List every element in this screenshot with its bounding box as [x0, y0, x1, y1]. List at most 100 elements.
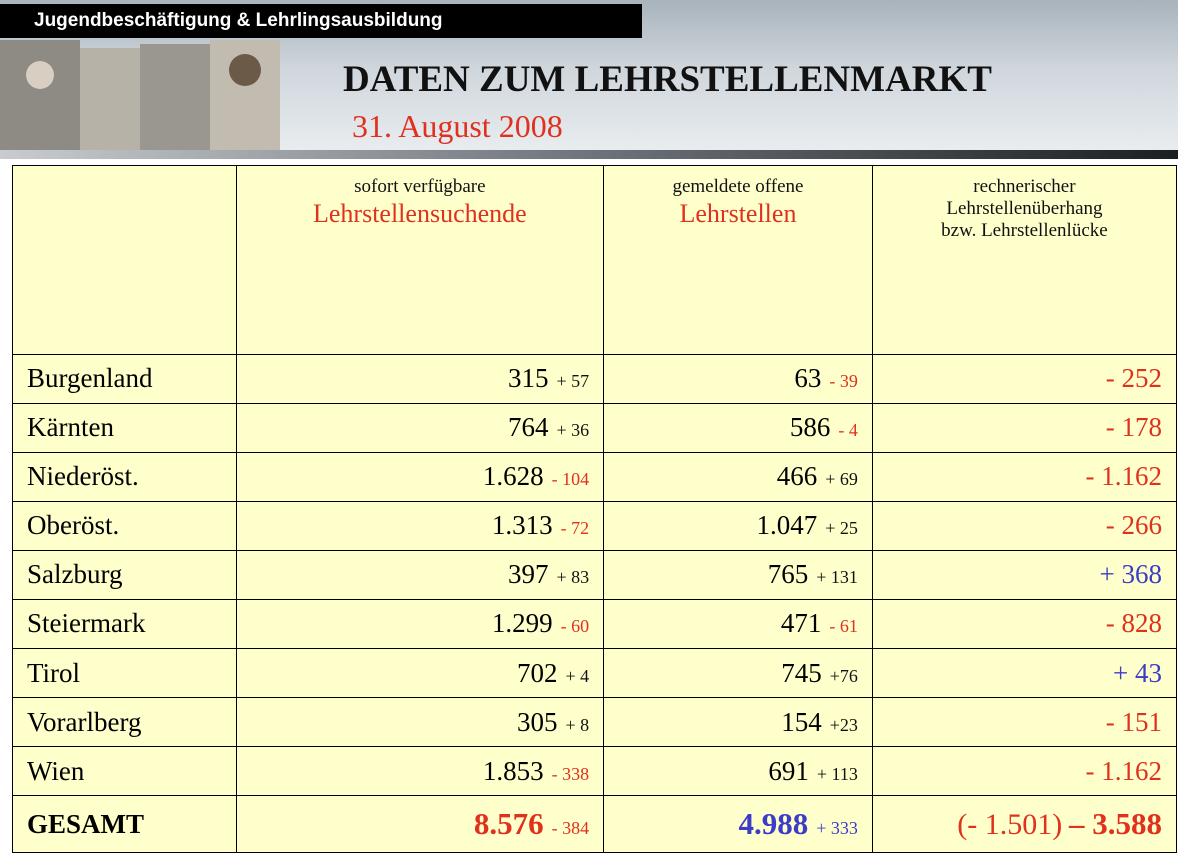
region: Wien: [27, 755, 85, 786]
page-date: 31. August 2008: [352, 108, 563, 144]
change: + 69: [825, 469, 858, 490]
row: Niederöst. 1.628 - 104 466 + 69 - 1.162: [12, 451, 1178, 502]
balance-cell: (- 1.501) – 3.588: [871, 795, 1178, 853]
value: 154: [781, 706, 822, 737]
region: Oberöst.: [27, 510, 120, 541]
value-cell: 691 + 113: [603, 746, 873, 797]
value-cell: 4.988 + 333: [603, 795, 873, 853]
value-cell: 1.628 - 104: [235, 451, 605, 502]
change: - 338: [551, 763, 590, 784]
header-cell: sofort verfügbare Lehrstellensuchende: [235, 165, 605, 355]
photo-strip: [0, 40, 280, 150]
header-cell: gemeldete offene Lehrstellen: [603, 165, 873, 355]
value-cell: 471 - 61: [603, 598, 873, 649]
value: 745: [781, 657, 822, 688]
balance: - 266: [1105, 510, 1162, 541]
photo-detail: [26, 61, 54, 89]
balance-cell: + 368: [871, 549, 1178, 600]
change: + 25: [825, 518, 858, 539]
balance-cell: - 1.162: [871, 746, 1178, 797]
balance-cell: - 178: [871, 402, 1178, 453]
change: + 131: [816, 567, 858, 588]
value: 1.047: [756, 510, 818, 541]
region: Tirol: [27, 657, 81, 688]
row: Steiermark 1.299 - 60 471 - 61 - 828: [12, 598, 1178, 649]
balance: - 178: [1105, 412, 1162, 443]
change: - 4: [838, 420, 858, 441]
value: 63: [794, 363, 822, 394]
value: 397: [507, 559, 549, 590]
region-cell: Oberöst.: [12, 500, 237, 551]
region-cell: Niederöst.: [12, 451, 237, 502]
header-text: gemeldete offene: [672, 176, 804, 197]
header-text: Lehrstellensuchende: [313, 199, 527, 228]
header-tag: Jugendbeschäftigung & Lehrlingsausbildun…: [0, 4, 642, 38]
region: Kärnten: [27, 412, 114, 443]
header-cell: rechnerischer Lehrstellenüberhang bzw. Leh…: [871, 165, 1178, 355]
change: + 4: [565, 665, 590, 686]
value: 471: [780, 608, 822, 639]
total-value: 4.988: [738, 806, 809, 842]
change: - 61: [829, 616, 858, 637]
value-cell: 397 + 83: [235, 549, 605, 600]
row: Vorarlberg 305 + 8 154 +23 - 151: [12, 697, 1178, 748]
region-cell: Tirol: [12, 647, 237, 699]
row: Tirol 702 + 4 745 +76 + 43: [12, 647, 1178, 699]
region-cell: Burgenland: [12, 353, 237, 404]
value-cell: 586 - 4: [603, 402, 873, 453]
region-cell: Salzburg: [12, 549, 237, 600]
header-text: rechnerischer: [973, 176, 1076, 197]
region: Burgenland: [27, 363, 153, 394]
header-text: Lehrstellenüberhang: [946, 198, 1103, 219]
value-cell: 315 + 57: [235, 353, 605, 404]
change: - 104: [551, 469, 590, 490]
region: Steiermark: [27, 608, 146, 639]
region: GESAMT: [27, 808, 145, 839]
change: +76: [829, 665, 858, 686]
value-cell: 765 + 131: [603, 549, 873, 600]
change: - 384: [551, 818, 590, 839]
change: + 83: [556, 567, 590, 588]
value-cell: 1.313 - 72: [235, 500, 605, 551]
header-cell: [12, 165, 237, 355]
value: 466: [776, 461, 818, 492]
balance: + 368: [1099, 559, 1162, 590]
change: + 57: [556, 371, 590, 392]
value: 305: [516, 706, 558, 737]
total-row: GESAMT 8.576 - 384 4.988 + 333 (- 1.501) – 3.…: [12, 795, 1178, 853]
balance: - 828: [1105, 608, 1162, 639]
balance: - 252: [1105, 363, 1162, 394]
photo: [140, 44, 210, 150]
value-cell: 702 + 4: [235, 647, 605, 699]
value-cell: 1.299 - 60: [235, 598, 605, 649]
region-cell: Steiermark: [12, 598, 237, 649]
change: - 72: [560, 518, 590, 539]
change: + 8: [565, 714, 590, 735]
row: Salzburg 397 + 83 765 + 131 + 368: [12, 549, 1178, 600]
total-balance: – 3.588: [1069, 806, 1162, 842]
header-row: sofort verfügbare Lehrstellensuchende gem…: [12, 165, 1178, 355]
balance-cell: - 252: [871, 353, 1178, 404]
value: 691: [768, 755, 809, 786]
change: - 39: [829, 371, 858, 392]
value: 765: [767, 559, 809, 590]
value-cell: 8.576 - 384: [235, 795, 605, 853]
balance-cell: - 266: [871, 500, 1178, 551]
value-cell: 466 + 69: [603, 451, 873, 502]
value-cell: 63 - 39: [603, 353, 873, 404]
value: 764: [507, 412, 549, 443]
balance-cell: + 43: [871, 647, 1178, 699]
value: 702: [516, 657, 558, 688]
region-cell: GESAMT: [12, 795, 237, 853]
value: 315: [507, 363, 549, 394]
header-text: bzw. Lehrstellenlücke: [941, 220, 1108, 241]
balance: - 151: [1105, 706, 1162, 737]
value-cell: 1.047 + 25: [603, 500, 873, 551]
balance-cell: - 828: [871, 598, 1178, 649]
change: +23: [829, 714, 858, 735]
photo-detail: [229, 54, 261, 86]
row: Oberöst. 1.313 - 72 1.047 + 25 - 266: [12, 500, 1178, 551]
photo: [80, 48, 140, 150]
region-cell: Wien: [12, 746, 237, 797]
